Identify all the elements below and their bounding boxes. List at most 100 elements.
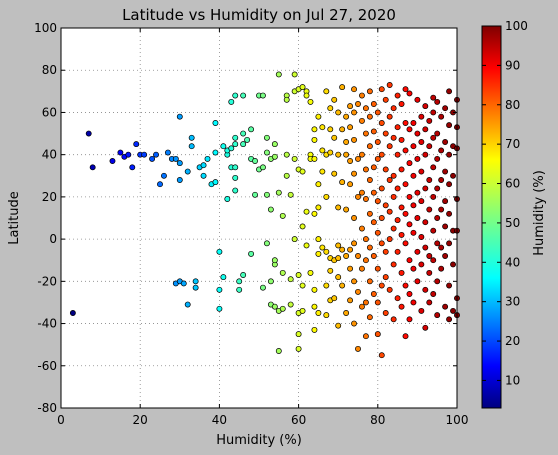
data-point [402,120,409,126]
data-point [347,265,354,272]
data-point [394,217,401,224]
data-point [343,310,350,316]
grid-lines [61,28,457,408]
data-point [359,151,365,158]
data-point [390,316,397,323]
data-point [390,261,397,268]
data-point [374,299,381,306]
data-point [362,236,369,243]
data-point [200,172,207,179]
data-point [287,191,294,198]
data-point [430,109,437,116]
data-point [232,92,239,99]
data-point [442,303,449,310]
data-point [347,124,354,131]
data-point [406,90,413,97]
data-point [382,248,389,255]
data-point [366,244,373,251]
data-point [378,240,385,247]
data-point [414,155,421,162]
data-point [69,310,76,316]
data-point [347,246,354,253]
data-point [390,105,397,112]
data-point [303,242,310,249]
data-point [129,164,136,171]
data-point [394,92,401,99]
data-point [422,185,429,192]
data-point [386,286,393,293]
data-point [374,331,381,338]
data-point [347,297,354,304]
data-point [410,172,417,179]
data-point [418,198,425,205]
data-point [351,109,357,116]
data-point [422,219,429,226]
data-point [161,172,167,179]
data-point [232,141,239,148]
x-tick-label: 0 [57,413,65,427]
data-point [303,92,310,99]
data-point [374,139,381,145]
data-point [307,269,314,276]
data-point [311,286,318,293]
data-point [446,210,453,217]
data-point [386,236,393,243]
data-point [410,265,417,272]
data-point [200,162,207,169]
data-point [315,113,322,120]
data-point [335,242,342,249]
data-point [438,206,445,213]
data-point [414,215,421,221]
data-point [422,151,429,158]
data-point [89,164,96,171]
data-point [295,272,302,278]
data-point [406,257,413,264]
data-point [359,265,365,272]
data-point [216,286,223,293]
data-point [307,98,314,105]
data-point [398,303,405,310]
data-point [279,305,286,312]
data-point [347,158,354,164]
data-point [406,193,413,200]
data-point [240,272,247,278]
data-point [430,134,437,141]
data-point [240,141,247,148]
data-point [323,282,330,289]
data-point [275,348,282,354]
data-point [426,253,433,259]
colorbar-tick-label: 40 [505,255,520,269]
data-point [315,310,322,316]
data-point [442,223,449,230]
data-point [434,98,441,105]
data-point [236,286,243,293]
data-point [141,151,148,158]
data-point [232,174,239,181]
data-point [299,168,306,175]
data-point [327,126,334,133]
data-point [370,164,377,171]
data-point [327,149,334,156]
data-point [339,84,346,91]
data-point [386,177,393,183]
y-tick-label: -80 [37,401,57,415]
data-point [410,202,417,209]
data-point [422,126,429,133]
data-point [184,301,191,308]
x-tick-label: 100 [446,413,469,427]
data-point [263,240,270,247]
data-point [347,181,354,188]
data-point [374,229,381,236]
colorbar-tick-label: 60 [505,177,520,191]
data-point [410,120,417,126]
data-point [343,113,350,120]
data-point [418,234,425,240]
y-axis-label: Latitude [7,191,22,245]
data-point [271,153,278,160]
data-point [446,282,453,289]
data-point [442,198,449,205]
data-point [176,160,183,167]
data-point [398,204,405,211]
data-point [370,219,377,226]
data-point [386,113,393,120]
